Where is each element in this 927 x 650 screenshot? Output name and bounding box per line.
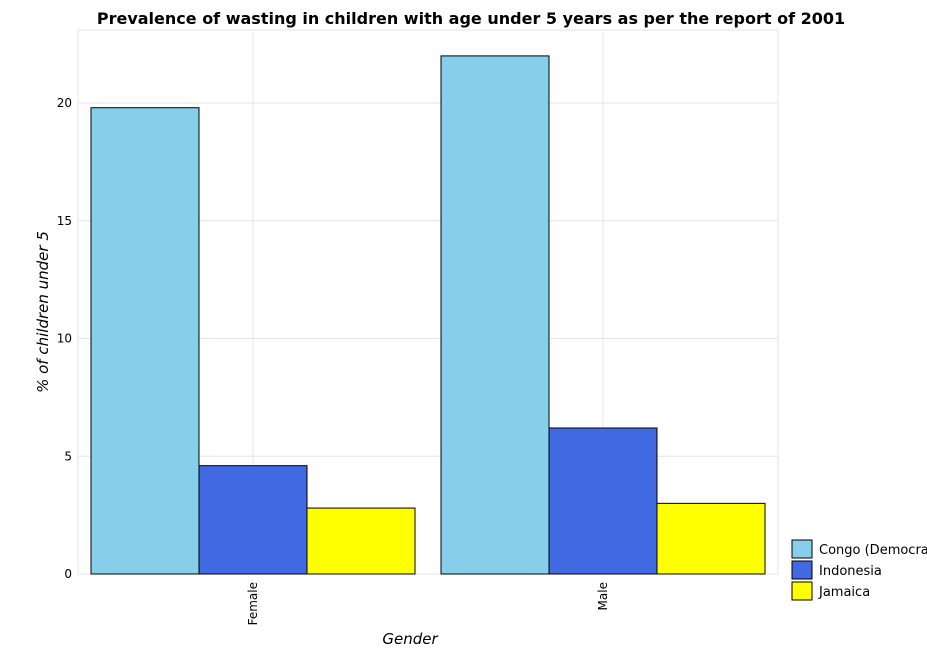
legend-label: Indonesia: [819, 564, 882, 579]
y-axis-label: % of children under 5: [34, 231, 52, 393]
y-tick-label: 15: [57, 214, 72, 228]
legend-label: Congo (Democratic): [819, 543, 927, 558]
bar: [90, 107, 200, 575]
bar: [306, 507, 416, 575]
y-tick-label: 10: [57, 332, 72, 346]
y-ticks: 0 5 10 15 20: [57, 96, 72, 581]
y-tick-label: 20: [57, 96, 72, 110]
legend-swatch: [791, 560, 813, 580]
bar: [548, 427, 658, 575]
x-ticks: Female Male: [246, 582, 610, 625]
legend-swatch: [791, 539, 813, 559]
x-tick-label: Male: [596, 582, 610, 610]
legend: Congo (Democratic) Indonesia Jamaica: [791, 539, 927, 601]
legend-swatch: [791, 581, 813, 601]
bars: [90, 55, 766, 575]
x-axis-label: Gender: [382, 630, 438, 648]
y-tick-label: 0: [64, 567, 72, 581]
bar: [656, 502, 766, 575]
x-tick-label: Female: [246, 582, 260, 625]
legend-label: Jamaica: [818, 585, 870, 600]
y-tick-label: 5: [64, 449, 72, 463]
bar: [198, 465, 308, 575]
chart-title: Prevalence of wasting in children with a…: [97, 9, 845, 28]
bar: [440, 55, 550, 575]
